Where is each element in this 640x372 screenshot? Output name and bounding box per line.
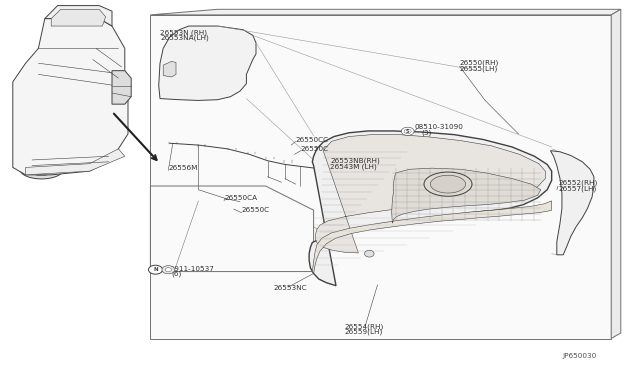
Polygon shape [163,61,176,77]
Text: 26550C: 26550C [242,207,270,213]
Ellipse shape [28,163,55,176]
Ellipse shape [227,157,237,164]
Polygon shape [112,71,131,104]
Text: 26553N (RH): 26553N (RH) [160,29,207,36]
Text: 26554(RH): 26554(RH) [344,323,383,330]
Text: 26543M (LH): 26543M (LH) [330,163,377,170]
Text: JP650030: JP650030 [562,353,596,359]
Polygon shape [51,9,106,26]
Ellipse shape [430,175,466,193]
Text: 08911-10537: 08911-10537 [165,266,214,272]
Ellipse shape [148,265,163,274]
Bar [244,154,259,161]
Ellipse shape [220,202,228,209]
Text: 26553NA(LH): 26553NA(LH) [160,35,209,41]
Text: 26550C: 26550C [301,146,329,152]
Polygon shape [550,151,594,255]
Text: S: S [406,129,410,134]
Polygon shape [150,15,611,339]
Ellipse shape [365,250,374,257]
Ellipse shape [246,161,257,168]
Text: N: N [153,267,158,272]
Text: 26552(RH): 26552(RH) [558,180,597,186]
Polygon shape [611,9,621,339]
Bar [163,138,179,146]
Bar [194,147,209,153]
Polygon shape [392,168,541,223]
Text: 26550CA: 26550CA [224,195,257,201]
Polygon shape [316,135,545,253]
Polygon shape [309,131,552,286]
Text: 26555(LH): 26555(LH) [460,65,498,72]
Text: 08510-31090: 08510-31090 [415,124,463,130]
Text: 26556M: 26556M [168,165,198,171]
Text: 26557(LH): 26557(LH) [558,185,596,192]
Text: (3): (3) [421,129,431,136]
Bar [218,198,230,203]
Text: 26550CC: 26550CC [296,137,329,142]
Text: 26550(RH): 26550(RH) [460,60,499,67]
Polygon shape [26,149,125,175]
Ellipse shape [20,160,63,179]
Text: 26559(LH): 26559(LH) [344,328,383,335]
Ellipse shape [424,172,472,196]
Text: (6): (6) [172,271,182,278]
Ellipse shape [283,169,293,177]
Ellipse shape [165,268,172,272]
Text: 26553NC: 26553NC [274,285,308,291]
Text: 26553NB(RH): 26553NB(RH) [330,158,380,164]
Polygon shape [13,19,128,175]
Bar [224,150,239,157]
Ellipse shape [196,153,207,161]
Polygon shape [150,9,621,15]
Polygon shape [312,201,552,273]
Bar [165,144,180,151]
Ellipse shape [401,127,414,135]
Ellipse shape [162,266,175,274]
Polygon shape [45,6,112,26]
Bar [262,159,278,166]
Polygon shape [159,26,256,100]
Ellipse shape [168,151,178,158]
Bar [280,163,296,169]
Ellipse shape [265,166,275,173]
